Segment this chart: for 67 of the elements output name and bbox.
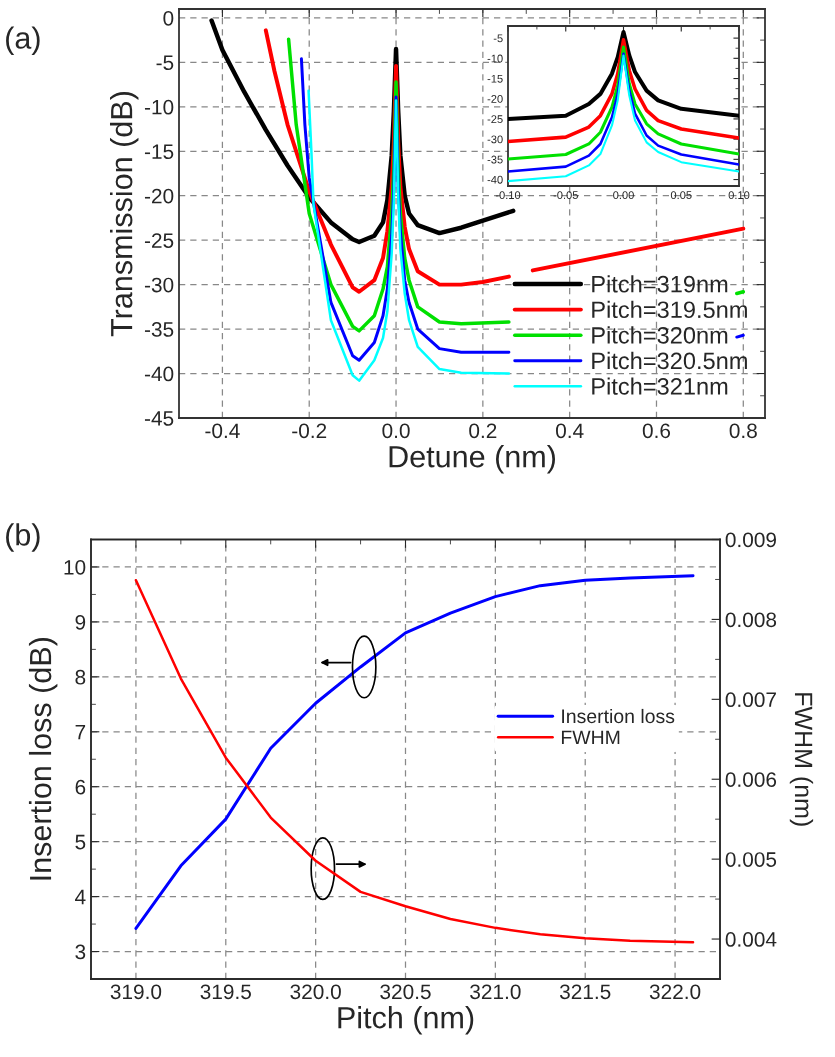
text: (a) <box>6 26 40 55</box>
legend-label: Pitch=320nm <box>592 326 728 344</box>
y-tick-label: -25 <box>487 115 503 124</box>
x-tick-label: -0.2 <box>292 423 327 439</box>
y-tick-label: -35 <box>144 322 174 337</box>
y-tick-label: -35 <box>487 155 503 164</box>
legend-label: FWHM <box>561 730 620 745</box>
y2-axis-title: FWHM (nm) <box>789 693 814 826</box>
y-tick-label: 6 <box>75 779 86 795</box>
y-tick-label: 8 <box>75 669 86 685</box>
y2-tick-label: 0.005 <box>725 852 777 867</box>
x-tick-label: 0.4 <box>556 423 584 439</box>
y-axis-title: Transmission (dB) <box>109 92 139 337</box>
y-tick-label: 5 <box>75 834 86 850</box>
y-tick-label: 0 <box>163 10 174 26</box>
legend-label: Pitch=321nm <box>592 377 728 395</box>
x-tick-label: 0.6 <box>642 423 671 439</box>
x-tick-label: 319.0 <box>110 984 162 1000</box>
x-tick-label: 321.5 <box>559 984 611 1000</box>
y-tick-label: 10 <box>64 559 86 575</box>
x-tick-label: -0.10 <box>495 191 521 200</box>
x-tick-label: 322.0 <box>649 984 701 1000</box>
x-tick-label: 0.10 <box>728 191 750 200</box>
legend-label: Pitch=320.5nm <box>592 351 747 370</box>
y-tick-label: -15 <box>487 74 503 83</box>
x-tick-label: 320.5 <box>380 984 431 1000</box>
y-tick-label: 7 <box>75 725 86 740</box>
y-tick-label: 9 <box>75 614 86 630</box>
y-tick-label: -40 <box>487 175 503 184</box>
x-tick-label: -0.05 <box>553 191 578 200</box>
y2-tick-label: 0.004 <box>725 932 777 947</box>
legend-label: Insertion loss <box>562 708 675 724</box>
y2-tick-label: 0.008 <box>725 612 777 628</box>
y2-tick-label: 0.009 <box>725 532 777 548</box>
x-axis-title: Pitch (nm) <box>338 1006 474 1035</box>
x-tick-label: 320.0 <box>290 984 341 1000</box>
y-tick-label: -20 <box>487 94 503 103</box>
x-tick-label: 0.8 <box>729 423 757 439</box>
y-tick-label: -5 <box>156 55 174 71</box>
x-tick-label: 0.05 <box>670 191 692 200</box>
y-tick-label: -25 <box>144 233 174 248</box>
x-tick-label: -0.4 <box>205 423 240 439</box>
x-tick-label: 0.0 <box>382 423 410 439</box>
y-tick-label: -5 <box>493 34 503 43</box>
x-axis-title: Detune (nm) <box>389 445 556 474</box>
y-tick-label: -30 <box>144 277 174 293</box>
x-tick-label: 321.0 <box>470 984 521 1000</box>
y-tick-label: -20 <box>144 188 174 204</box>
x-tick-label: 0.00 <box>613 191 634 200</box>
y-tick-label: -15 <box>144 144 174 160</box>
text: (b) <box>6 523 40 552</box>
line-series <box>508 30 739 121</box>
x-tick-label: 0.2 <box>469 423 497 439</box>
y2-tick-label: 0.006 <box>725 772 777 787</box>
line-series <box>508 37 739 144</box>
y-tick-label: -10 <box>487 54 503 63</box>
legend-label: Pitch=319.5nm <box>592 300 747 319</box>
y-tick-label: -10 <box>144 99 174 115</box>
y-tick-label: -40 <box>144 366 174 382</box>
y-axis-title: Insertion loss (dB) <box>28 638 58 880</box>
y2-tick-label: 0.007 <box>725 692 776 708</box>
y-tick-label: 4 <box>75 889 86 905</box>
x-tick-label: 319.5 <box>200 984 251 1000</box>
y-tick-label: 3 <box>75 944 86 960</box>
y-tick-label: -45 <box>144 411 174 426</box>
legend-label: Pitch=319nm <box>592 275 728 293</box>
y-tick-label: -30 <box>487 135 503 144</box>
